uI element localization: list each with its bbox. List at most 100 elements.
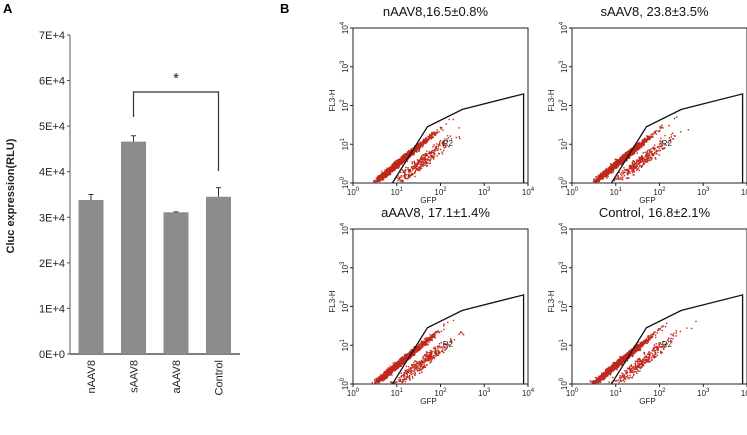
data-point [386,175,389,177]
significance-marker: * [173,70,179,87]
data-point [434,152,436,155]
data-point [393,165,396,167]
data-point [375,177,378,179]
data-point [405,154,408,156]
data-point [680,131,682,133]
data-point [651,150,653,152]
data-point [430,155,432,157]
data-point [442,140,445,143]
data-point [632,167,634,169]
data-point [646,153,648,156]
data-point [605,172,608,174]
data-point [420,369,422,372]
data-point [440,341,442,344]
data-point [413,161,415,163]
data-point [641,142,643,145]
data-point [444,144,446,146]
data-point [652,133,654,135]
data-point [392,171,394,173]
data-point [382,172,384,174]
data-point [444,138,446,140]
data-point [432,155,434,157]
data-point [643,160,645,162]
data-point [424,139,426,142]
data-point [687,129,690,131]
data-point [598,175,600,178]
data-point [421,366,424,369]
data-point [637,144,640,147]
data-point [638,169,640,172]
data-point [434,150,436,152]
data-point [608,170,610,172]
data-point [398,160,401,163]
data-point [401,156,404,158]
data-point [384,176,386,178]
data-point [445,123,447,125]
data-point [410,373,412,376]
data-point [400,179,402,181]
data-point [601,175,603,177]
data-point [632,168,634,171]
data-point [632,164,634,166]
data-point [383,176,385,179]
data-point [398,178,400,180]
plot-title: sAAV8, 23.8±3.5% [600,4,709,19]
data-point [629,172,631,174]
x-axis-label: GFP [420,196,436,205]
tick-exponent: 2 [340,99,346,103]
data-point [408,171,410,174]
data-point [442,141,445,144]
data-point [616,161,618,163]
data-point [642,139,645,141]
data-point [597,177,599,179]
data-point [643,139,645,142]
data-point [609,168,612,170]
data-point [644,161,647,163]
y-tick-label: 3E+4 [39,212,65,224]
data-point [437,152,440,155]
y-tick-label: 4E+4 [39,167,65,179]
data-point [413,166,415,168]
data-point [597,180,599,182]
data-point [426,164,429,167]
y-tick-label: 7E+4 [39,30,65,42]
data-point [658,147,660,150]
data-point [427,138,430,140]
data-point [402,374,405,376]
data-point [633,167,636,169]
data-point [430,155,433,158]
data-point [443,325,445,327]
data-point [598,174,601,177]
data-point [619,158,621,160]
data-point [627,151,630,153]
data-point [641,144,644,147]
data-point [661,126,663,128]
data-point [431,335,433,337]
data-point [404,170,407,172]
data-point [405,156,407,158]
data-point [595,181,598,183]
data-point [655,149,658,152]
data-point [394,168,396,170]
data-point [430,157,432,159]
plot-title: aAAV8, 17.1±1.4% [381,205,490,220]
data-point [416,147,419,150]
data-point [649,150,651,152]
data-point [403,160,405,162]
data-point [379,180,381,182]
data-point [650,157,652,159]
data-point [389,166,392,169]
data-point [425,152,428,155]
data-point [661,124,663,127]
data-point [648,136,651,138]
data-point [430,151,433,153]
data-point [385,173,387,175]
data-point [434,348,437,350]
data-point [401,158,403,160]
data-point [620,173,622,175]
data-point [436,143,438,145]
data-point [614,165,617,167]
data-point [595,179,597,182]
data-point [419,158,421,161]
data-point [424,157,426,159]
